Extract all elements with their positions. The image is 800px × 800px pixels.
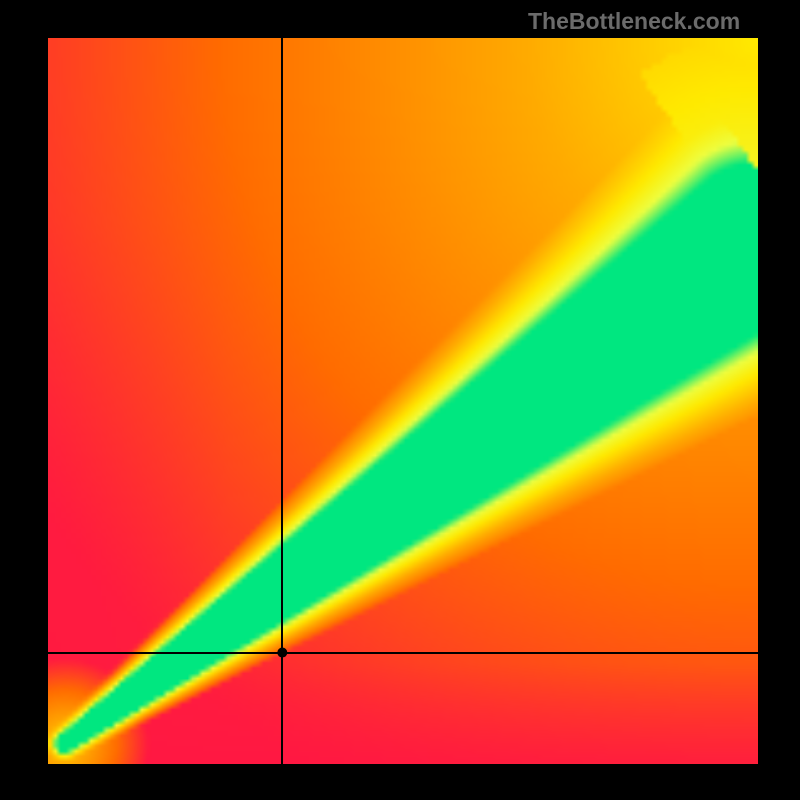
crosshair-horizontal xyxy=(48,652,758,654)
crosshair-vertical xyxy=(281,38,283,764)
bottleneck-heatmap xyxy=(48,38,758,764)
watermark-text: TheBottleneck.com xyxy=(528,8,740,35)
